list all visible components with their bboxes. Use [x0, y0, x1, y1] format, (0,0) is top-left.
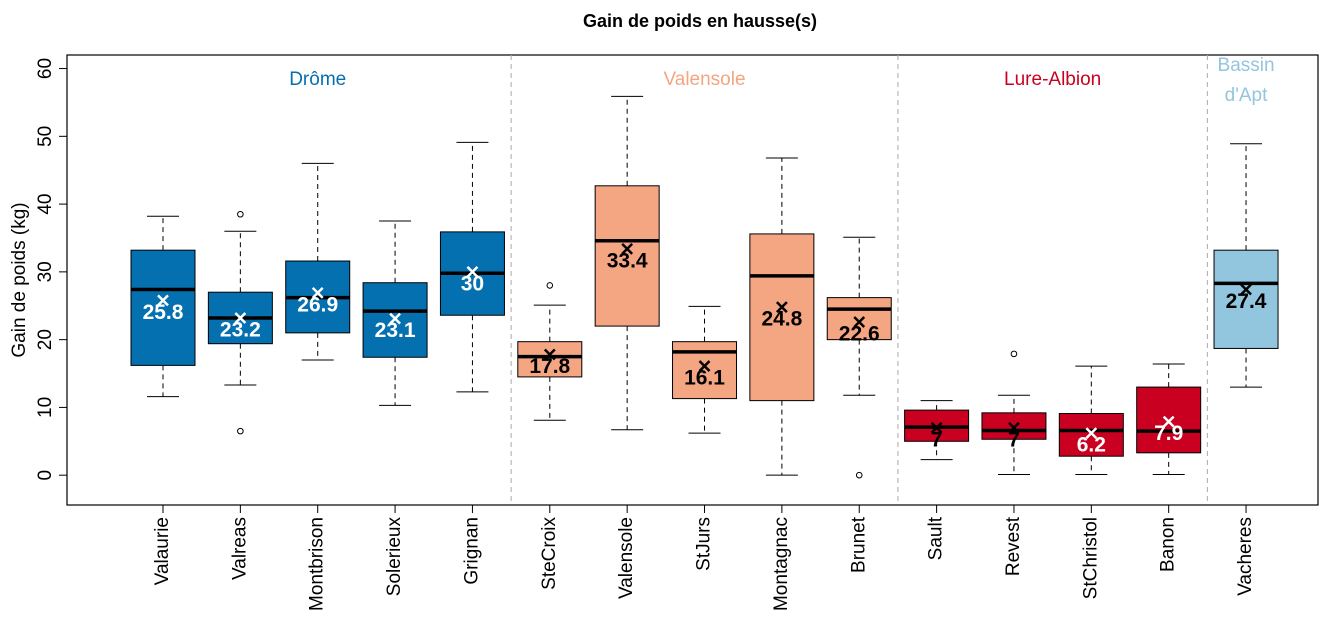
box — [130, 249, 196, 366]
group-label: Bassin — [1218, 55, 1275, 76]
x-tick-label: Brunet — [848, 516, 869, 573]
y-tick-label: 20 — [35, 329, 56, 350]
mean-label: 27.4 — [1226, 290, 1267, 313]
x-tick-label: Valaurie — [152, 517, 173, 585]
mean-label: 24.8 — [761, 308, 802, 331]
x-tick-label: Valensole — [616, 517, 637, 599]
x-tick-label: StChristol — [1080, 517, 1101, 599]
mean-marker — [930, 421, 943, 434]
box — [517, 341, 583, 378]
mean-label: 17.8 — [529, 355, 570, 378]
mean-label: 23.1 — [375, 319, 416, 342]
x-tick-label: Banon — [1158, 517, 1179, 572]
mean-marker — [1085, 427, 1098, 440]
y-tick-label: 60 — [35, 58, 56, 79]
mean-label: 30 — [461, 272, 484, 295]
x-tick-label: Vacheres — [1235, 517, 1256, 596]
mean-label: 33.4 — [607, 249, 648, 272]
mean-label: 22.6 — [839, 323, 880, 346]
chart-title: Gain de poids en hausse(s) — [583, 11, 817, 31]
mean-marker — [1162, 415, 1175, 428]
group-label: Lure-Albion — [1004, 69, 1101, 90]
mean-label: 26.9 — [297, 293, 338, 316]
mean-label: 6.2 — [1077, 434, 1106, 457]
mean-marker — [853, 316, 866, 328]
mean-marker — [621, 242, 634, 255]
mean-marker — [311, 286, 324, 299]
mean-label: 16.1 — [684, 367, 725, 390]
outlier — [237, 427, 244, 435]
y-tick-label: 30 — [35, 261, 56, 282]
x-tick-label: Valreas — [229, 517, 250, 580]
mean-label: 25.8 — [143, 301, 184, 324]
group-label: Drôme — [289, 69, 346, 90]
outlier — [237, 210, 244, 218]
y-tick-label: 50 — [35, 126, 56, 147]
box — [594, 185, 660, 327]
mean-label: 7.9 — [1154, 422, 1183, 445]
x-tick-label: SteCroix — [539, 517, 560, 590]
x-tick-label: Solerieux — [384, 517, 405, 597]
x-tick-label: Montagnac — [771, 517, 792, 611]
mean-marker — [698, 360, 711, 372]
mean-label: 23.2 — [220, 318, 261, 341]
mean-marker — [775, 301, 788, 313]
mean-label: 7 — [1008, 428, 1020, 451]
mean-marker — [389, 312, 401, 325]
x-tick-label: Montbrison — [307, 517, 328, 611]
mean-marker — [1240, 283, 1252, 296]
box — [826, 297, 892, 341]
mean-marker — [157, 294, 169, 307]
mean-marker — [234, 312, 247, 324]
box — [1213, 249, 1279, 349]
y-tick-label: 40 — [35, 194, 56, 215]
outlier — [546, 282, 554, 289]
mean-marker — [1008, 421, 1020, 434]
x-tick-label: Sault — [926, 516, 947, 560]
y-tick-label: 0 — [35, 470, 56, 481]
box — [749, 233, 815, 402]
group-label: Valensole — [663, 69, 745, 90]
outlier — [855, 471, 863, 479]
x-tick-label: Grignan — [461, 517, 482, 585]
group-label: d'Apt — [1225, 85, 1268, 106]
plot-frame — [66, 54, 1319, 506]
mean-label: 7 — [931, 428, 943, 451]
mean-marker — [543, 348, 556, 361]
y-tick-label: 10 — [35, 397, 56, 418]
x-tick-label: Revest — [1003, 516, 1024, 576]
mean-marker — [466, 265, 479, 278]
x-tick-label: StJurs — [694, 517, 715, 571]
outlier — [1010, 350, 1018, 358]
y-axis-label: Gain de poids (kg) — [9, 202, 30, 357]
